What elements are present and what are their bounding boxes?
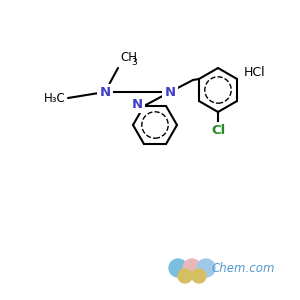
Circle shape xyxy=(169,259,187,277)
Text: 3: 3 xyxy=(131,58,137,67)
Text: Cl: Cl xyxy=(211,124,225,137)
Text: HCl: HCl xyxy=(244,65,266,79)
Text: N: N xyxy=(99,85,111,98)
Circle shape xyxy=(178,269,192,283)
Text: Chem.com: Chem.com xyxy=(212,262,275,275)
Text: H₃C: H₃C xyxy=(44,92,66,104)
Text: CH: CH xyxy=(120,51,137,64)
Text: N: N xyxy=(164,85,175,98)
Circle shape xyxy=(183,259,201,277)
Circle shape xyxy=(192,269,206,283)
Circle shape xyxy=(197,259,215,277)
Text: N: N xyxy=(132,98,143,111)
